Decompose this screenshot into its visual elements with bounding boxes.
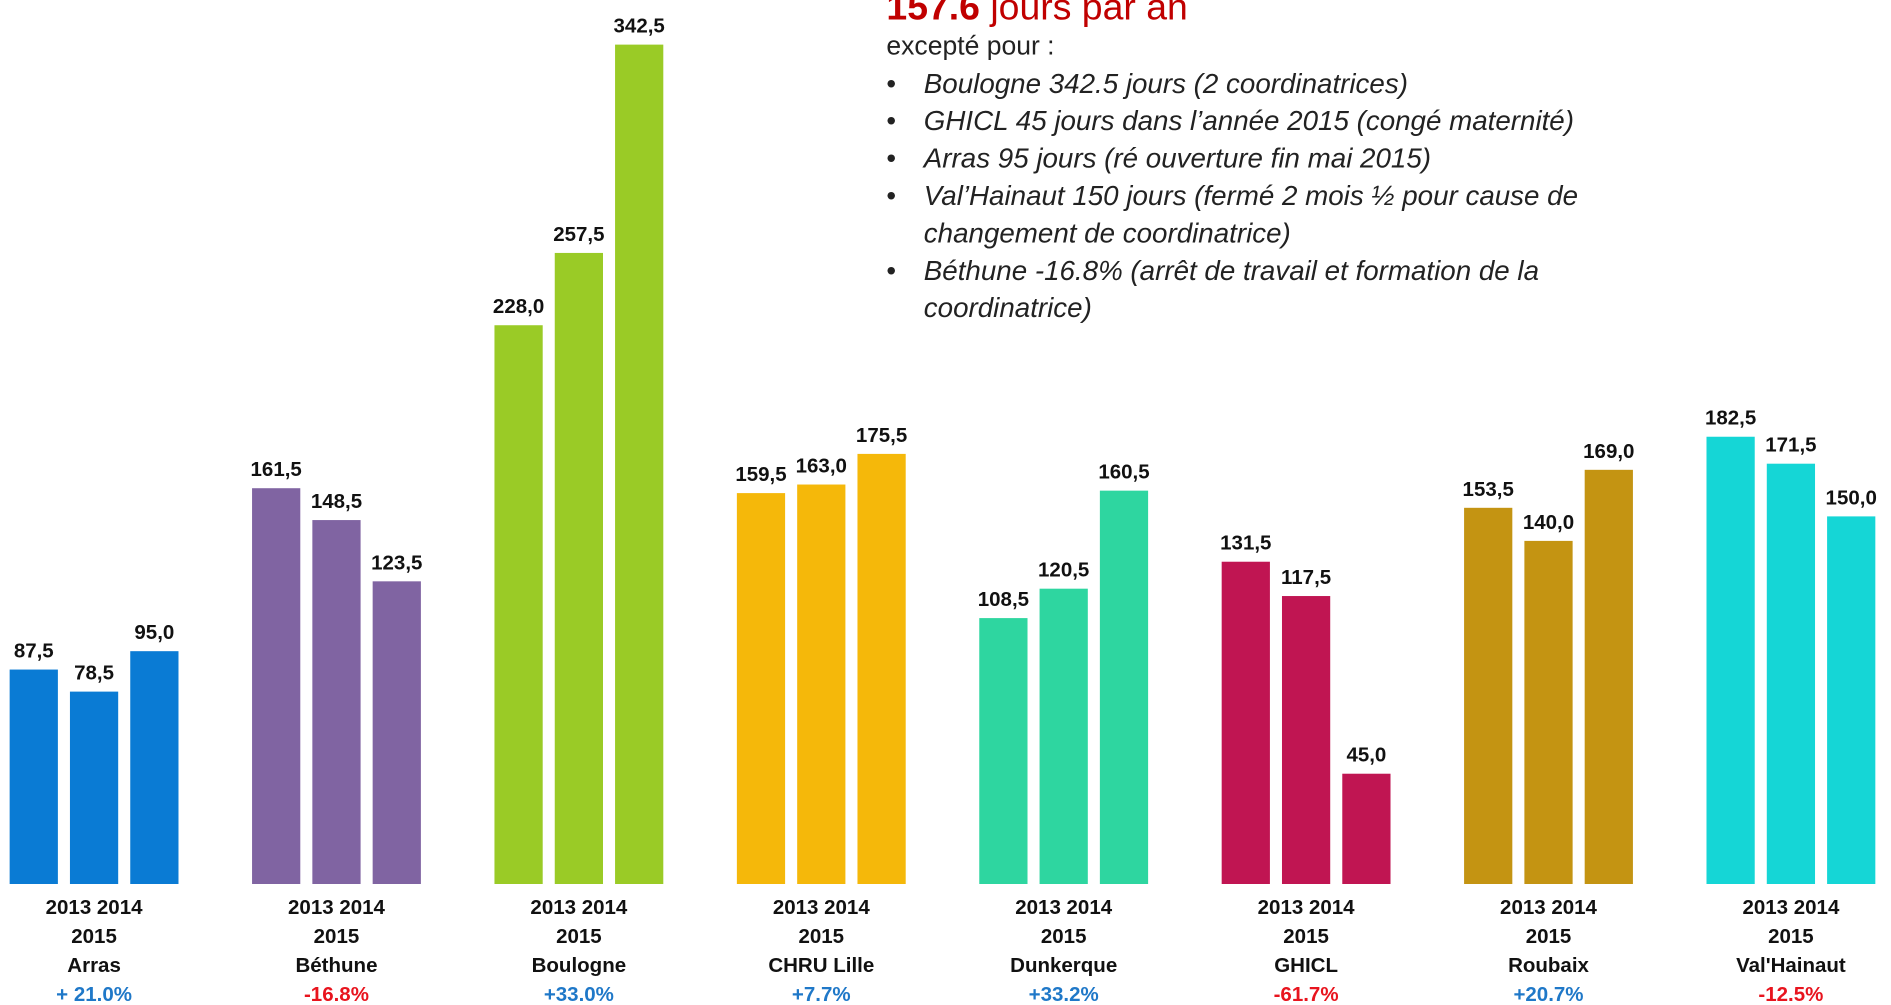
bar xyxy=(9,669,58,884)
bar xyxy=(252,488,301,884)
x-year-label: 2013 2014 xyxy=(1500,896,1598,919)
annotation-bullet: Val’Hainaut 150 jours (fermé 2 mois ½ po… xyxy=(886,177,1682,252)
change-label: + 21.0% xyxy=(56,983,132,1005)
x-year-label: 2013 2014 xyxy=(773,896,871,919)
change-label: -12.5% xyxy=(1758,983,1823,1005)
value-label: 87,5 xyxy=(14,639,54,662)
value-label: 131,5 xyxy=(1220,532,1271,555)
bar xyxy=(130,651,179,884)
annotation-bullet: GHICL 45 jours dans l’année 2015 (congé … xyxy=(886,103,1682,140)
x-year-label: 2015 xyxy=(1041,925,1087,948)
bar xyxy=(1281,596,1331,884)
bar xyxy=(1221,561,1270,884)
x-tick-label: Dunkerque xyxy=(1010,954,1117,977)
x-tick-label: Boulogne xyxy=(532,954,627,977)
annotation-intro: excepté pour : xyxy=(886,30,1055,61)
bar xyxy=(372,581,421,884)
x-year-label: 2013 2014 xyxy=(46,896,144,919)
change-label: +20.7% xyxy=(1513,983,1583,1005)
annotation-head: 157.6 jours par an xyxy=(886,0,1682,29)
bar xyxy=(494,325,543,884)
change-label: +33.0% xyxy=(544,983,614,1005)
value-label: 163,0 xyxy=(796,454,847,477)
value-label: 159,5 xyxy=(735,463,786,486)
bar xyxy=(312,520,361,884)
x-tick-label: Roubaix xyxy=(1508,954,1589,977)
annotation-text: jours par an xyxy=(990,0,1188,28)
annotation-highlight: 157.6 xyxy=(886,0,980,28)
value-label: 171,5 xyxy=(1765,434,1816,457)
annotation-bullet: Boulogne 342.5 jours (2 coordinatrices) xyxy=(886,65,1682,102)
bar xyxy=(1827,516,1876,884)
x-year-label: 2015 xyxy=(798,925,844,948)
x-tick-label: Val'Hainaut xyxy=(1736,954,1846,977)
change-label: +7.7% xyxy=(792,983,851,1005)
x-year-label: 2015 xyxy=(314,925,360,948)
value-label: 169,0 xyxy=(1583,440,1634,463)
value-label: 123,5 xyxy=(371,551,422,574)
x-tick-label: Béthune xyxy=(295,954,377,977)
value-label: 160,5 xyxy=(1098,461,1149,484)
value-label: 95,0 xyxy=(134,621,174,644)
annotation-bullet: Arras 95 jours (ré ouverture fin mai 201… xyxy=(886,140,1682,177)
change-label: -61.7% xyxy=(1274,983,1339,1005)
bar xyxy=(979,618,1028,884)
bar xyxy=(554,252,603,884)
value-label: 228,0 xyxy=(493,295,544,318)
bar xyxy=(736,493,786,884)
annotation-list: Boulogne 342.5 jours (2 coordinatrices)G… xyxy=(886,65,1682,327)
bar xyxy=(797,484,846,884)
annotation: 157.6 jours par an excepté pour : Boulog… xyxy=(886,0,1682,327)
x-tick-label: Arras xyxy=(67,954,121,977)
value-label: 108,5 xyxy=(978,588,1029,611)
bar xyxy=(1766,463,1816,884)
x-year-label: 2013 2014 xyxy=(1015,896,1113,919)
value-label: 140,0 xyxy=(1523,511,1574,534)
x-year-label: 2015 xyxy=(1283,925,1329,948)
x-year-label: 2013 2014 xyxy=(1742,896,1840,919)
value-label: 257,5 xyxy=(553,223,604,246)
bar xyxy=(857,453,906,884)
x-year-label: 2013 2014 xyxy=(288,896,386,919)
x-year-label: 2015 xyxy=(1526,925,1572,948)
value-label: 150,0 xyxy=(1826,486,1877,509)
bar xyxy=(1039,588,1088,884)
bar xyxy=(1342,773,1391,884)
value-label: 161,5 xyxy=(251,458,302,481)
value-label: 78,5 xyxy=(74,662,114,685)
x-year-label: 2015 xyxy=(556,925,602,948)
change-label: -16.8% xyxy=(304,983,369,1005)
value-label: 148,5 xyxy=(311,490,362,513)
x-tick-label: GHICL xyxy=(1274,954,1338,977)
x-tick-label: CHRU Lille xyxy=(768,954,874,977)
value-label: 182,5 xyxy=(1705,407,1756,430)
value-label: 153,5 xyxy=(1463,478,1514,501)
x-year-label: 2015 xyxy=(1768,925,1814,948)
value-label: 117,5 xyxy=(1281,566,1331,589)
x-year-label: 2013 2014 xyxy=(530,896,628,919)
bar xyxy=(1099,490,1149,884)
bar xyxy=(69,691,119,884)
bar xyxy=(1464,507,1513,884)
annotation-bullet: Béthune -16.8% (arrêt de travail et form… xyxy=(886,252,1682,327)
x-year-label: 2015 xyxy=(71,925,117,948)
bar xyxy=(1584,469,1633,884)
value-label: 342,5 xyxy=(614,15,665,38)
value-label: 175,5 xyxy=(856,424,907,447)
value-label: 45,0 xyxy=(1346,744,1386,767)
change-label: +33.2% xyxy=(1029,983,1099,1005)
value-label: 120,5 xyxy=(1038,559,1089,582)
bar xyxy=(1524,540,1573,884)
x-year-label: 2013 2014 xyxy=(1258,896,1356,919)
bar xyxy=(1706,436,1755,884)
bar xyxy=(615,44,664,884)
